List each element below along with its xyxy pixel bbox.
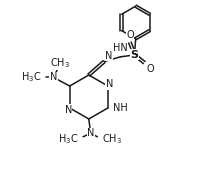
Text: N: N xyxy=(64,105,72,114)
Text: H$_3$C: H$_3$C xyxy=(58,132,78,146)
Text: HN: HN xyxy=(113,43,128,53)
Text: N: N xyxy=(105,51,112,61)
Text: CH$_3$: CH$_3$ xyxy=(50,56,70,70)
Text: N: N xyxy=(106,80,113,89)
Text: O: O xyxy=(126,30,134,40)
Text: O: O xyxy=(147,64,154,74)
Text: N: N xyxy=(87,128,94,138)
Text: H$_3$C: H$_3$C xyxy=(21,70,41,84)
Text: N: N xyxy=(50,72,57,82)
Text: NH: NH xyxy=(113,103,127,113)
Text: S: S xyxy=(131,50,139,60)
Text: CH$_3$: CH$_3$ xyxy=(102,132,122,146)
